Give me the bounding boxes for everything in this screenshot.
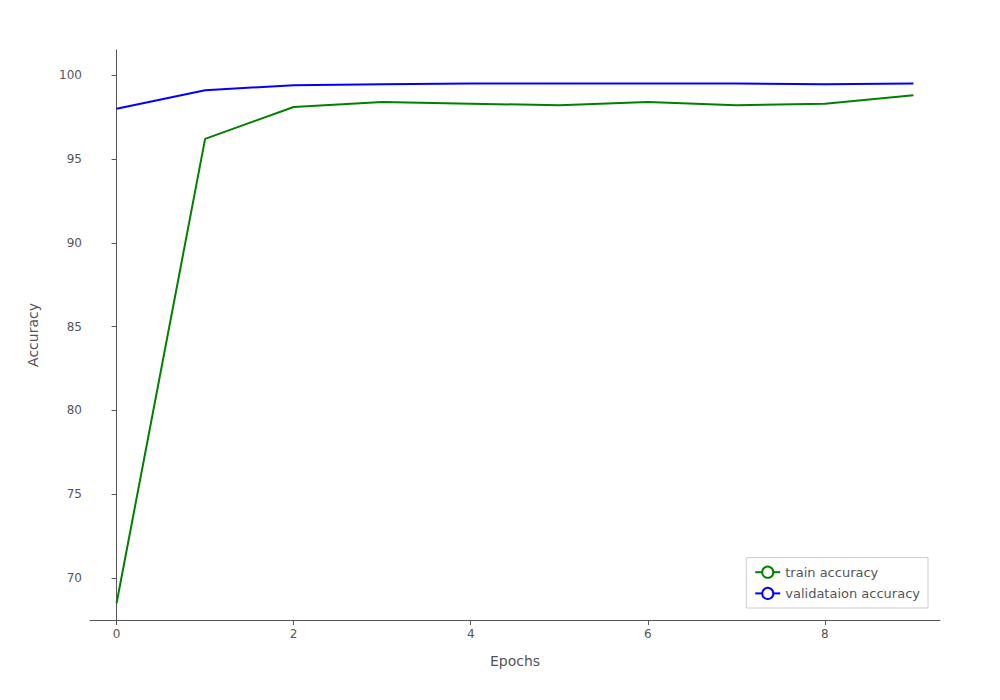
svg-text:train accuracy: train accuracy (785, 565, 878, 580)
svg-text:80: 80 (67, 403, 82, 417)
svg-text:90: 90 (67, 236, 82, 250)
svg-text:4: 4 (467, 627, 475, 641)
svg-text:85: 85 (67, 320, 82, 334)
svg-text:95: 95 (67, 152, 82, 166)
svg-text:Accuracy: Accuracy (25, 303, 41, 367)
svg-text:6: 6 (644, 627, 652, 641)
svg-text:100: 100 (59, 68, 82, 82)
svg-text:validataion accuracy: validataion accuracy (785, 586, 920, 601)
svg-text:75: 75 (67, 487, 82, 501)
svg-text:2: 2 (290, 627, 298, 641)
svg-text:70: 70 (67, 571, 82, 585)
svg-text:8: 8 (821, 627, 829, 641)
svg-text:Epochs: Epochs (490, 653, 540, 669)
svg-text:0: 0 (113, 627, 121, 641)
